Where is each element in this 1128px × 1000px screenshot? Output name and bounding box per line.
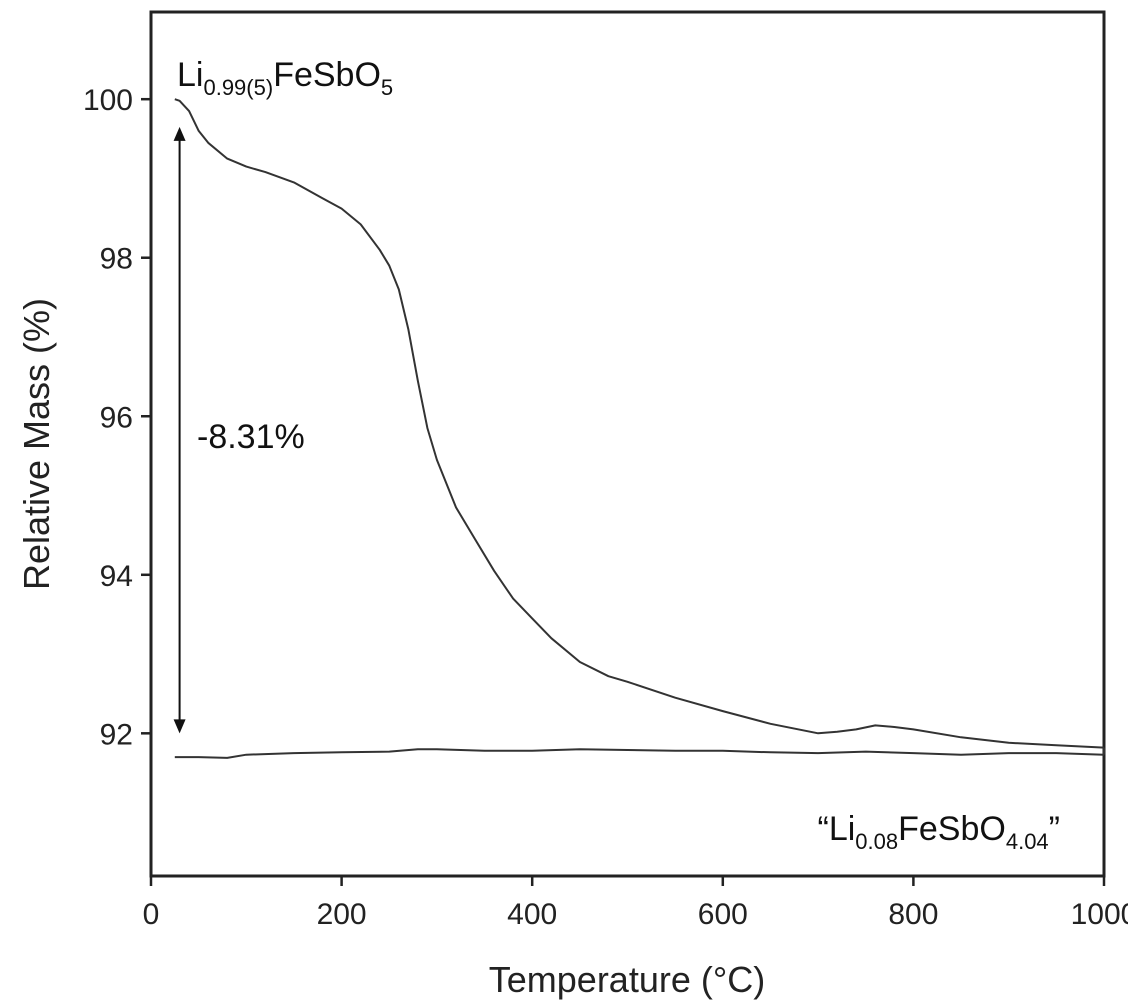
start-formula-label: Li0.99(5)FeSbO5 — [177, 56, 393, 100]
y-tick-label-0: 92 — [100, 718, 133, 751]
annotations: Li0.99(5)FeSbO5 “Li0.08FeSbO4.04” -8.31% — [173, 56, 1061, 854]
data-series — [174, 98, 1105, 759]
x-tick-label-0: 0 — [143, 898, 160, 931]
y-tick-label-2: 96 — [100, 401, 133, 434]
end-formula-label: “Li0.08FeSbO4.04” — [818, 810, 1061, 854]
y-tick-label-4: 100 — [83, 84, 133, 117]
x-tick-label-2: 400 — [507, 898, 557, 931]
mass-loss-arrow-head-bottom — [173, 719, 186, 734]
series-line-heating — [174, 98, 1105, 749]
y-tick-label-3: 98 — [100, 243, 133, 276]
x-tick-label-1: 200 — [317, 898, 367, 931]
y-tick-label-1: 94 — [100, 560, 133, 593]
plot-frame — [149, 10, 1106, 878]
y-axis-title: Relative Mass (%) — [16, 298, 57, 590]
x-tick-label-3: 600 — [698, 898, 748, 931]
x-axis-title: Temperature (°C) — [489, 959, 765, 1000]
mass-loss-arrow-head-top — [173, 126, 186, 141]
mass-loss-label: -8.31% — [197, 418, 305, 456]
x-tick-label-5: 1000 — [1071, 898, 1128, 931]
series-line-cooling — [174, 748, 1105, 759]
axis-ticks: 0 200 400 600 800 1000 92 94 96 98 100 — [83, 84, 1128, 931]
x-tick-label-4: 800 — [888, 898, 938, 931]
